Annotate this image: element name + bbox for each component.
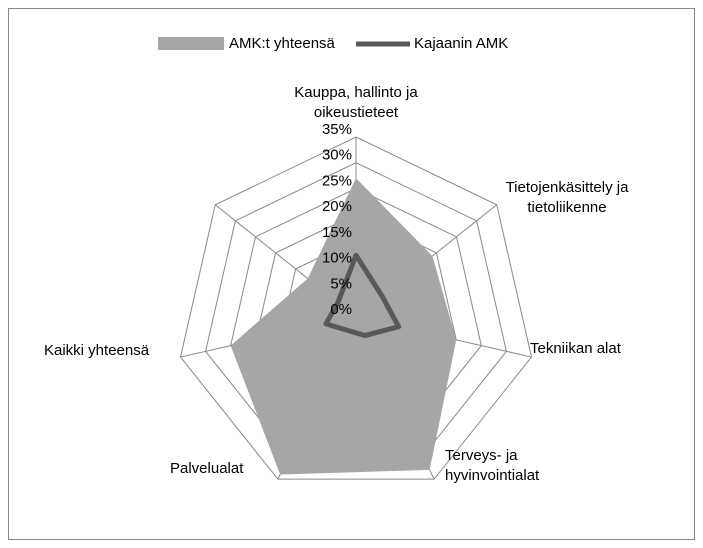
y-tick-label: 35% xyxy=(322,121,352,138)
legend-label: Kajaanin AMK xyxy=(414,35,508,52)
category-label: Palvelualat xyxy=(170,460,244,477)
y-tick-label: 15% xyxy=(322,224,352,241)
category-label: Tietojenkäsittely ja tietoliikenne xyxy=(505,179,629,216)
category-label: Tekniikan alat xyxy=(530,340,621,357)
y-tick-label: 30% xyxy=(322,147,352,164)
y-tick-label: 0% xyxy=(330,301,352,318)
legend-label: AMK:t yhteensä xyxy=(229,35,336,52)
area xyxy=(230,178,457,475)
chart-frame xyxy=(8,8,695,540)
y-tick-label: 5% xyxy=(330,275,352,292)
legend-swatch xyxy=(158,37,224,50)
line xyxy=(323,252,402,339)
y-tick-label: 20% xyxy=(322,198,352,215)
category-label: Terveys- ja hyvinvointialat xyxy=(445,447,540,484)
y-tick-label: 25% xyxy=(322,172,352,189)
y-tick-label: 10% xyxy=(322,250,352,267)
category-label: Kaikki yhteensä xyxy=(44,342,150,359)
grid-ring xyxy=(179,136,533,480)
category-label: Kauppa, hallinto ja oikeustieteet xyxy=(294,84,418,121)
